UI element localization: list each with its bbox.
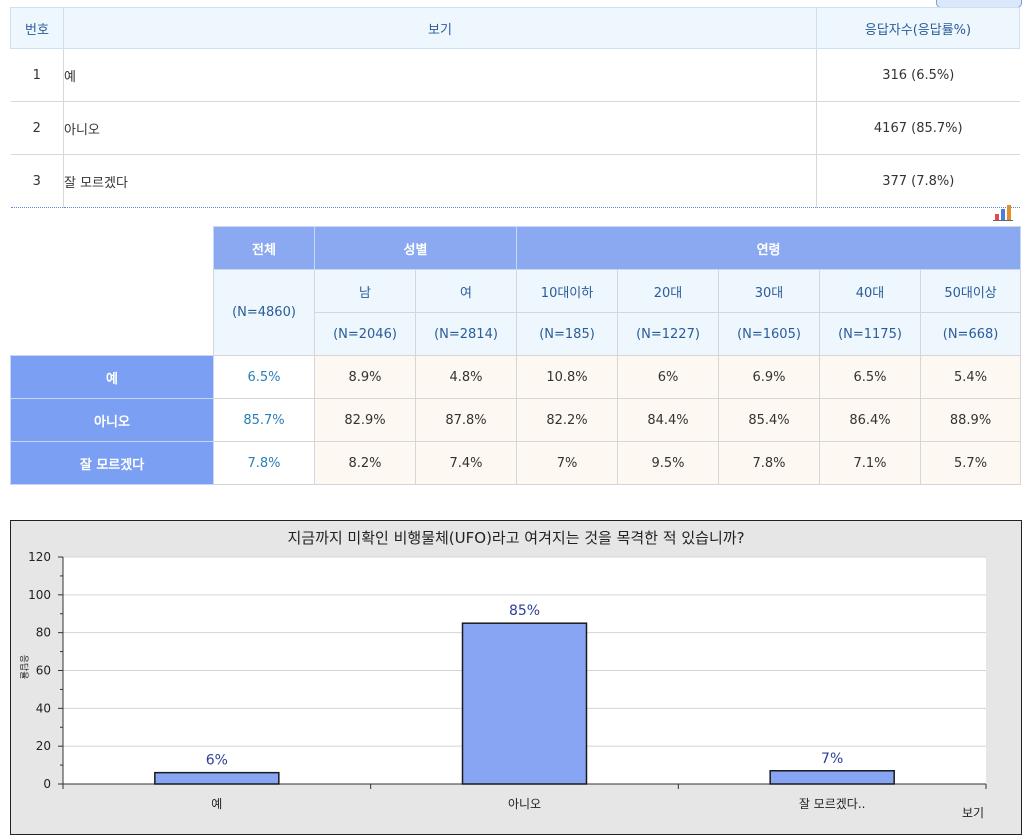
y-tick-label: 20 xyxy=(36,739,51,753)
row-count: 316 (6.5%) xyxy=(816,48,1020,102)
row-count: 377 (7.8%) xyxy=(816,154,1020,208)
total-cell: 6.5% xyxy=(213,355,315,399)
header-no: 번호 xyxy=(10,7,64,49)
group-n: (N=1227) xyxy=(617,312,720,356)
row-number: 1 xyxy=(10,48,64,102)
bar xyxy=(154,771,280,785)
bar xyxy=(461,622,588,785)
y-tick-label: 120 xyxy=(28,550,51,564)
row-header: 잘 모르겠다 xyxy=(10,441,214,485)
group-n: (N=185) xyxy=(516,312,619,356)
value-cell: 7.4% xyxy=(414,441,518,485)
value-cell: 5.4% xyxy=(920,355,1022,399)
value-cell: 5.7% xyxy=(920,441,1022,485)
total-cell: 7.8% xyxy=(213,441,315,485)
value-cell: 9.5% xyxy=(617,441,720,485)
age-header: 연령 xyxy=(516,226,1022,270)
group-label: 30대 xyxy=(718,269,821,313)
group-n: (N=2814) xyxy=(414,312,518,356)
gender-header: 성별 xyxy=(313,226,518,270)
row-number: 2 xyxy=(10,101,64,155)
y-tick-label: 0 xyxy=(43,777,51,791)
corner-blank xyxy=(10,226,214,356)
group-n: (N=1175) xyxy=(819,312,922,356)
table-row: 3 잘 모르겠다 377 (7.8%) xyxy=(10,154,1020,208)
value-cell: 6.9% xyxy=(718,355,821,399)
row-label: 아니오 xyxy=(63,101,817,155)
x-tick-label: 아니오 xyxy=(508,797,541,811)
bar-value-label: 85% xyxy=(509,603,540,619)
value-cell: 82.2% xyxy=(516,398,619,442)
y-tick-label: 60 xyxy=(36,664,51,678)
value-cell: 6.5% xyxy=(819,355,922,399)
group-label: 여 xyxy=(414,269,518,313)
y-tick-label: 100 xyxy=(28,588,51,602)
x-tick-label: 예 xyxy=(211,797,222,811)
y-tick-label: 80 xyxy=(36,626,51,640)
bar-value-label: 6% xyxy=(206,753,228,769)
value-cell: 88.9% xyxy=(920,398,1022,442)
value-cell: 10.8% xyxy=(516,355,619,399)
row-count: 4167 (85.7%) xyxy=(816,101,1020,155)
table-row: 잘 모르겠다 7.8% 8.2% 7.4% 7% 9.5% 7.8% 7.1% … xyxy=(10,441,1022,485)
group-label: 50대이상 xyxy=(920,269,1022,313)
y-tick-label: 40 xyxy=(36,701,51,715)
row-label: 예 xyxy=(63,48,817,102)
group-n: (N=668) xyxy=(920,312,1022,356)
value-cell: 86.4% xyxy=(819,398,922,442)
cross-table: 전체 성별 연령 (N=4860) 남 여 10대이하 20대 30대 40대 … xyxy=(10,226,1022,485)
x-axis-label: 보기 xyxy=(962,806,984,820)
bar-chart: 지금까지 미확인 비행물체(UFO)라고 여겨지는 것을 목격한 적 있습니까?… xyxy=(10,520,1022,835)
group-label: 남 xyxy=(314,269,416,313)
bar-chart-icon[interactable] xyxy=(993,205,1013,221)
bar xyxy=(769,770,895,785)
group-label: 40대 xyxy=(819,269,922,313)
total-n: (N=4860) xyxy=(213,269,315,356)
header-count: 응답자수(응답률%) xyxy=(816,7,1020,49)
group-n: (N=1605) xyxy=(718,312,821,356)
value-cell: 4.8% xyxy=(414,355,518,399)
value-cell: 7.8% xyxy=(718,441,821,485)
total-header: 전체 xyxy=(213,226,315,270)
table-row: 2 아니오 4167 (85.7%) xyxy=(10,101,1020,155)
chart-canvas: 지금까지 미확인 비행물체(UFO)라고 여겨지는 것을 목격한 적 있습니까?… xyxy=(18,529,987,820)
value-cell: 7% xyxy=(516,441,619,485)
bar-value-label: 7% xyxy=(821,751,843,767)
header-option: 보기 xyxy=(63,7,817,49)
response-table-header: 번호 보기 응답자수(응답률%) xyxy=(10,7,1020,49)
chart-title: 지금까지 미확인 비행물체(UFO)라고 여겨지는 것을 목격한 적 있습니까? xyxy=(287,529,744,547)
group-n: (N=2046) xyxy=(314,312,416,356)
row-header: 아니오 xyxy=(10,398,214,442)
row-label: 잘 모르겠다 xyxy=(63,154,817,208)
y-axis-label: 응답율 xyxy=(18,655,30,680)
value-cell: 7.1% xyxy=(819,441,922,485)
value-cell: 87.8% xyxy=(414,398,518,442)
value-cell: 6% xyxy=(617,355,720,399)
total-cell: 85.7% xyxy=(213,398,315,442)
table-row: 아니오 85.7% 82.9% 87.8% 82.2% 84.4% 85.4% … xyxy=(10,398,1022,442)
value-cell: 84.4% xyxy=(617,398,720,442)
chart-plot-area: 0 20 40 60 80 100 120 6% 예 85% 아니오 7% 잘 모르겠다.. xyxy=(28,550,987,811)
value-cell: 82.9% xyxy=(314,398,416,442)
value-cell: 8.9% xyxy=(314,355,416,399)
table-row: 예 6.5% 8.9% 4.8% 10.8% 6% 6.9% 6.5% 5.4% xyxy=(10,355,1022,399)
value-cell: 8.2% xyxy=(314,441,416,485)
group-label: 10대이하 xyxy=(516,269,619,313)
x-tick-label: 잘 모르겠다.. xyxy=(799,797,866,811)
group-label: 20대 xyxy=(617,269,720,313)
table-row: 1 예 316 (6.5%) xyxy=(10,48,1020,102)
value-cell: 85.4% xyxy=(718,398,821,442)
response-table: 번호 보기 응답자수(응답률%) 1 예 316 (6.5%) 2 아니오 41… xyxy=(10,7,1020,208)
row-number: 3 xyxy=(10,154,64,208)
row-header: 예 xyxy=(10,355,214,399)
